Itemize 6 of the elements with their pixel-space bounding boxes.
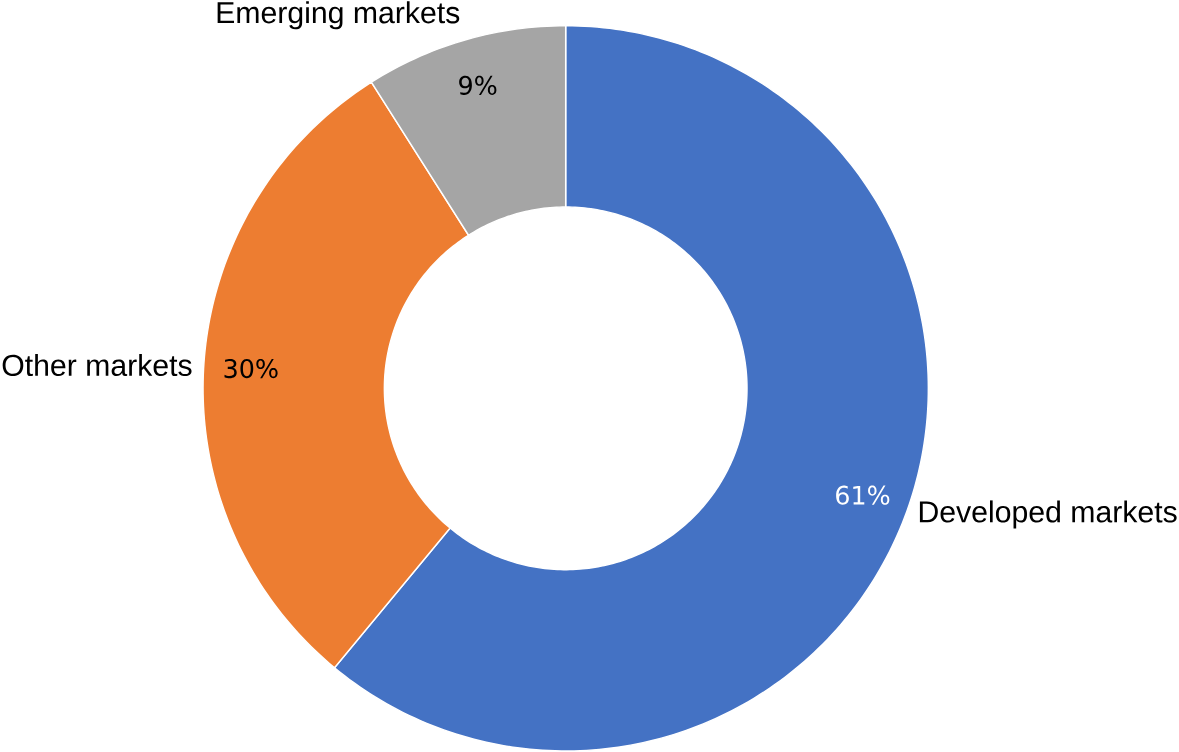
- data-label: 61%: [836, 485, 890, 505]
- data-label: 9%: [459, 75, 497, 96]
- data-label: 30%: [224, 359, 278, 379]
- slice-label: Other markets: [2, 354, 192, 377]
- slice-label: Emerging markets: [217, 1, 460, 30]
- slice-label: Developed markets: [919, 500, 1177, 529]
